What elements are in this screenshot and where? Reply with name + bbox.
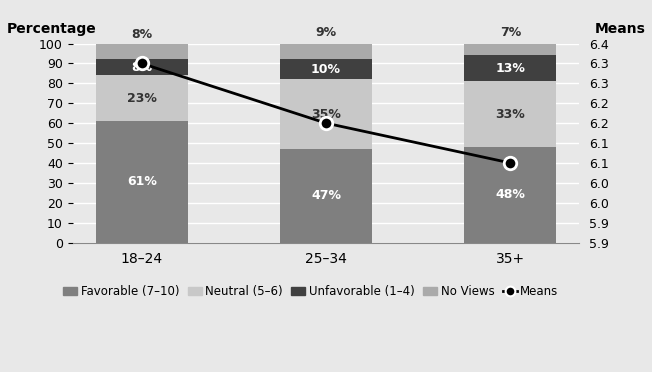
Text: 23%: 23% xyxy=(126,92,156,105)
Bar xyxy=(96,121,188,243)
Bar xyxy=(464,55,556,81)
Text: 47%: 47% xyxy=(311,189,341,202)
Text: 48%: 48% xyxy=(496,188,526,201)
Bar xyxy=(464,81,556,147)
Text: 7%: 7% xyxy=(499,26,521,39)
Text: 10%: 10% xyxy=(311,63,341,76)
Text: 8%: 8% xyxy=(131,61,153,74)
Text: Means: Means xyxy=(595,22,645,36)
Text: 13%: 13% xyxy=(496,62,526,75)
Bar xyxy=(280,60,372,79)
Bar xyxy=(464,42,556,55)
Bar xyxy=(96,60,188,76)
Bar xyxy=(280,79,372,149)
Text: 9%: 9% xyxy=(316,26,336,39)
Bar xyxy=(96,76,188,121)
Bar xyxy=(280,149,372,243)
Bar xyxy=(280,42,372,60)
Text: Percentage: Percentage xyxy=(7,22,96,36)
Legend: Favorable (7–10), Neutral (5–6), Unfavorable (1–4), No Views, Means: Favorable (7–10), Neutral (5–6), Unfavor… xyxy=(58,280,563,303)
Bar xyxy=(96,44,188,60)
Text: 8%: 8% xyxy=(131,28,153,41)
Bar xyxy=(464,147,556,243)
Text: 33%: 33% xyxy=(496,108,525,121)
Text: 61%: 61% xyxy=(126,175,156,188)
Text: 35%: 35% xyxy=(311,108,341,121)
